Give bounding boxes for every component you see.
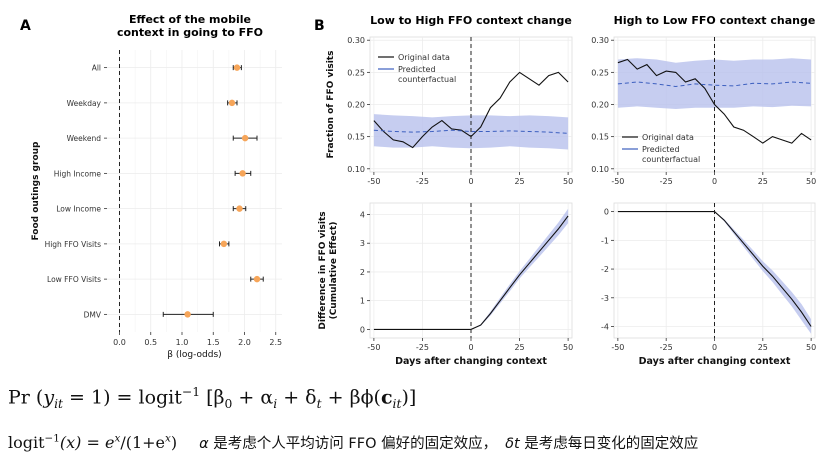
confidence-band [617,211,812,334]
x-tick-label: 0 [468,177,473,186]
category-label: Weekend [67,134,102,143]
y-tick-label: 0.20 [591,101,609,110]
panel-title: High to Low FFO context change [614,14,816,27]
x-tick-label: 0.0 [113,338,126,347]
estimate-point [253,275,261,283]
y-tick-label: 2 [360,268,365,277]
estimate-point [241,134,249,142]
y-tick-label: -2 [601,265,609,274]
estimate-point [236,205,243,212]
category-label: Weekday [67,99,102,108]
x-tick-label: -50 [611,343,624,352]
legend-label-original: Original data [398,53,450,62]
panel-title: Low to High FFO context change [370,14,572,27]
panel-c: 0.10 0.15 0.20 0.25 0.30 -50 -25 0 25 50 High to L… [591,14,816,186]
y-tick-label: -3 [601,294,609,303]
x-axis-label: Days after changing context [639,356,791,367]
equation-probability: Pr (yit = 1) = logit−1 [β0 + αi + δt + β… [8,385,417,412]
panel-letter-b: B [314,18,325,34]
category-label: Low Income [56,205,101,214]
x-tick-label: 50 [806,343,816,352]
legend-label-counterfactual: Predicted [642,145,680,154]
x-tick-label: 25 [514,177,524,186]
estimate-point [220,240,228,248]
panel-b: 0.10 0.15 0.20 0.25 0.30 -50 -25 0 25 50 Low to Hi… [326,14,573,186]
x-tick-label: 2.0 [238,338,251,347]
x-tick-label: -25 [416,177,429,186]
x-tick-label: 25 [758,343,768,352]
x-tick-label: 1.0 [176,338,189,347]
category-label: All [92,64,101,73]
panel-d: 0 1 2 3 4 -50 -25 0 25 50 Days after changing cont… [318,202,573,367]
y-tick-label: 0.10 [591,165,609,174]
y-tick-label: 0.20 [347,101,365,110]
x-tick-label: -50 [611,177,624,186]
x-tick-label: 0 [468,343,473,352]
category-label: DMV [84,310,102,319]
x-tick-label: 25 [758,177,768,186]
category-label: Low FFO Visits [47,275,101,284]
counterfactual-line [617,81,812,88]
y-tick-label: -4 [601,323,609,332]
y-tick-label: 0.15 [591,133,609,142]
y-tick-label: 0 [360,325,365,334]
y-tick-label: 1 [360,297,365,306]
x-tick-label: 0.5 [144,338,157,347]
y-axis-label: (Cumulative Effect) [329,222,339,320]
y-tick-label: 0.30 [591,36,609,45]
y-axis-label: Fraction of FFO visits [326,51,336,159]
y-tick-label: 0 [604,208,609,217]
estimate-point [184,311,191,318]
legend-label-counterfactual: counterfactual [398,75,456,84]
x-tick-label: 50 [563,343,573,352]
legend-label-original: Original data [642,133,694,142]
y-tick-label: -1 [601,236,609,245]
y-tick-label: 0.25 [591,68,609,77]
x-tick-label: -25 [660,177,673,186]
original-data-line [617,58,812,144]
y-tick-label: 0.25 [347,68,365,77]
category-label: High FFO Visits [45,240,102,249]
panel-e: 0 -1 -2 -3 -4 -50 -25 0 25 50 Days after changing … [601,202,816,367]
legend-label-counterfactual: Predicted [398,65,436,74]
estimate-point [239,170,246,177]
estimate-point [228,99,236,107]
x-tick-label: 25 [514,343,524,352]
x-tick-label: 2.5 [269,338,282,347]
x-axis-label: β (log-odds) [167,350,221,360]
x-tick-label: -50 [367,177,380,186]
x-tick-label: 50 [563,177,573,186]
category-label: High Income [54,169,102,178]
x-tick-label: -25 [660,343,673,352]
y-tick-label: 3 [360,239,365,248]
x-tick-label: 0 [712,177,717,186]
x-axis-label: Days after changing context [395,356,547,367]
panel-letter-a: A [20,18,31,34]
estimate-point [233,64,241,71]
x-tick-label: 0 [712,343,717,352]
panel-a-title: context in going to FFO [117,26,263,39]
y-tick-label: 4 [360,210,365,219]
y-axis-label: Food outings group [31,141,41,241]
note-text: α 是考虑个人平均访问 FFO 偏好的固定效应， δt 是考虑每日变化的固定效应 [199,436,699,452]
y-tick-label: 0.15 [347,133,365,142]
x-tick-label: 50 [806,177,816,186]
legend-label-counterfactual: counterfactual [642,155,700,164]
x-tick-label: -25 [416,343,429,352]
y-tick-label: 0.10 [347,165,365,174]
panel-a-title: Effect of the mobile [129,13,251,26]
counterfactual-line [373,129,569,134]
x-tick-label: -50 [367,343,380,352]
y-axis-label: Difference in FFO visits [318,211,328,329]
y-tick-label: 0.30 [347,36,365,45]
x-tick-label: 1.5 [207,338,220,347]
equation-inverse-logit: logit−1(x) = ex/(1+ex) α 是考虑个人平均访问 FFO 偏好… [8,432,699,452]
